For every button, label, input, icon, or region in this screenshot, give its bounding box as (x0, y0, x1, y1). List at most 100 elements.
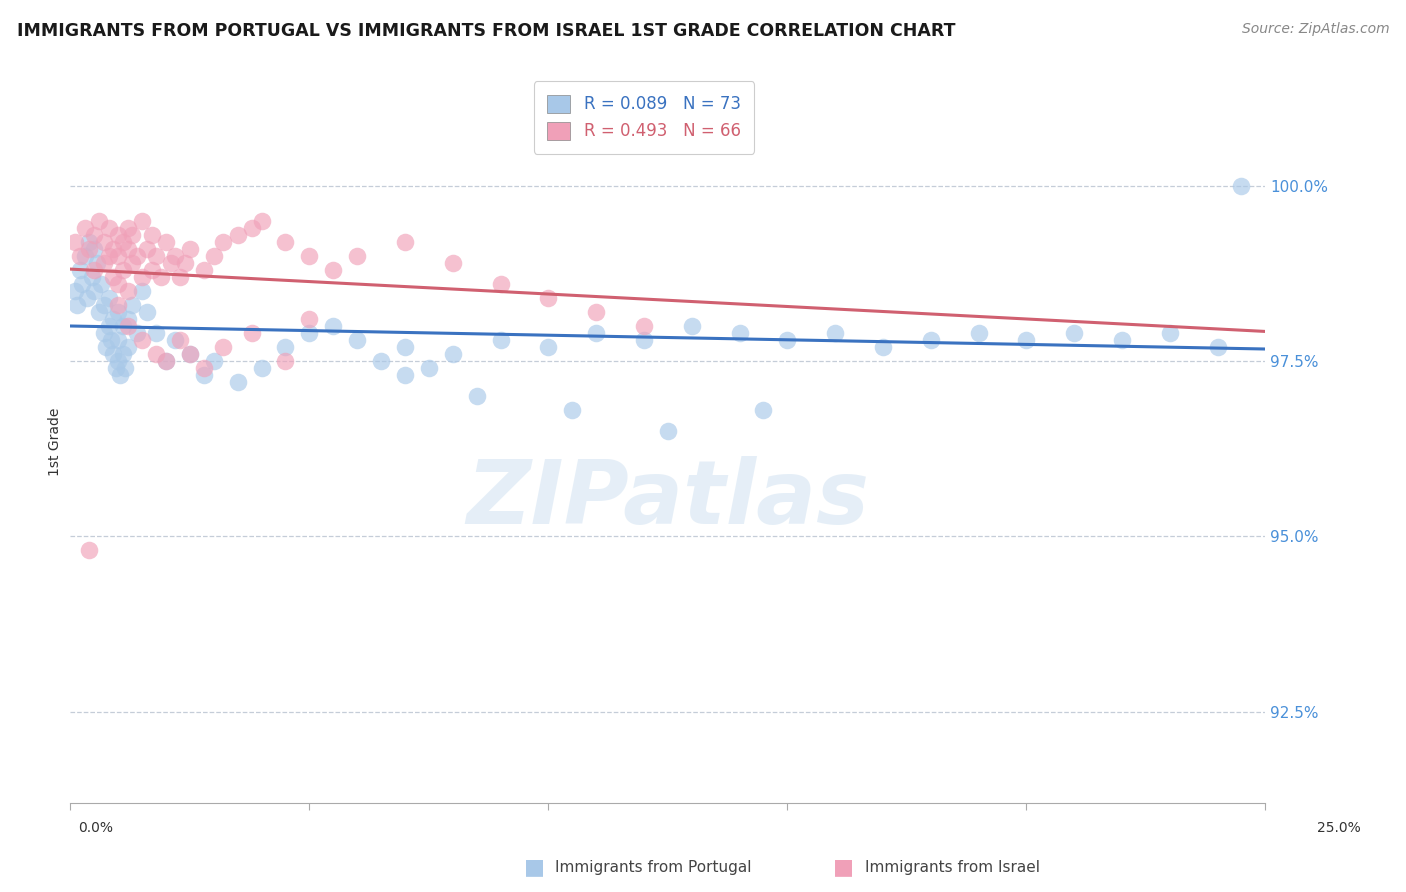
Point (1206, 340, 1229, 354)
Point (87, 305, 110, 319)
Point (63, 284, 86, 298)
Point (127, 326, 149, 340)
Point (1015, 333, 1038, 347)
Point (111, 347, 134, 361)
Point (121, 227, 143, 242)
Point (73, 249, 96, 263)
Point (169, 269, 191, 284)
Point (131, 213, 153, 227)
Point (79, 543, 101, 558)
Point (370, 354, 392, 368)
Point (141, 262, 163, 277)
Point (346, 333, 368, 347)
Point (131, 284, 153, 298)
Point (824, 326, 846, 340)
Point (250, 360, 273, 375)
Point (131, 333, 153, 347)
Point (79, 242, 101, 256)
Point (240, 326, 263, 340)
Point (585, 305, 607, 319)
Point (97, 318, 120, 333)
Point (441, 347, 464, 361)
Point (117, 220, 139, 235)
Point (298, 249, 321, 263)
Point (394, 368, 416, 382)
Point (155, 354, 177, 368)
Point (87, 213, 110, 227)
Point (127, 249, 149, 263)
Legend: R = 0.089   N = 73, R = 0.493   N = 66: R = 0.089 N = 73, R = 0.493 N = 66 (534, 81, 754, 153)
Point (104, 360, 127, 375)
Point (322, 262, 344, 277)
Point (418, 360, 440, 375)
Point (394, 340, 416, 354)
Point (179, 242, 201, 256)
Point (322, 318, 344, 333)
Point (107, 305, 129, 319)
Point (441, 255, 464, 269)
Point (920, 333, 942, 347)
Text: 25.0%: 25.0% (1316, 822, 1361, 835)
Point (117, 318, 139, 333)
Y-axis label: 1st Grade: 1st Grade (48, 408, 62, 475)
Point (63, 235, 86, 249)
Point (135, 242, 157, 256)
Point (141, 227, 163, 242)
Point (159, 255, 181, 269)
Point (179, 347, 201, 361)
Point (155, 235, 177, 249)
Point (240, 220, 263, 235)
Text: Source: ZipAtlas.com: Source: ZipAtlas.com (1241, 22, 1389, 37)
Point (121, 255, 143, 269)
Point (298, 326, 321, 340)
Point (93, 326, 115, 340)
Point (80, 269, 103, 284)
Point (165, 249, 187, 263)
Point (97, 291, 120, 305)
Point (202, 354, 225, 368)
Point (83, 284, 105, 298)
Point (103, 242, 125, 256)
Point (179, 347, 201, 361)
Point (107, 298, 129, 312)
Point (752, 403, 775, 417)
Point (76, 291, 98, 305)
Point (967, 326, 990, 340)
Point (250, 213, 273, 227)
Point (1063, 326, 1085, 340)
Text: 0.0%: 0.0% (79, 822, 112, 835)
Point (226, 375, 249, 389)
Point (174, 255, 197, 269)
Point (212, 340, 235, 354)
Point (537, 291, 560, 305)
Point (585, 326, 607, 340)
Point (93, 298, 115, 312)
Point (872, 340, 894, 354)
Point (96, 340, 118, 354)
Point (776, 333, 799, 347)
Point (274, 354, 297, 368)
Point (489, 333, 512, 347)
Point (465, 389, 488, 403)
Point (97, 249, 120, 263)
Point (561, 403, 583, 417)
Point (103, 269, 125, 284)
Point (298, 311, 321, 326)
Point (70, 277, 93, 291)
Point (193, 368, 215, 382)
Point (193, 262, 215, 277)
Point (83, 242, 105, 256)
Point (93, 235, 115, 249)
Point (107, 354, 129, 368)
Point (633, 318, 655, 333)
Point (93, 255, 115, 269)
Point (145, 249, 167, 263)
Point (681, 318, 703, 333)
Text: Immigrants from Portugal: Immigrants from Portugal (555, 860, 752, 874)
Point (117, 340, 139, 354)
Point (135, 305, 157, 319)
Point (1230, 178, 1253, 193)
Point (346, 249, 368, 263)
Point (83, 227, 105, 242)
Point (117, 311, 139, 326)
